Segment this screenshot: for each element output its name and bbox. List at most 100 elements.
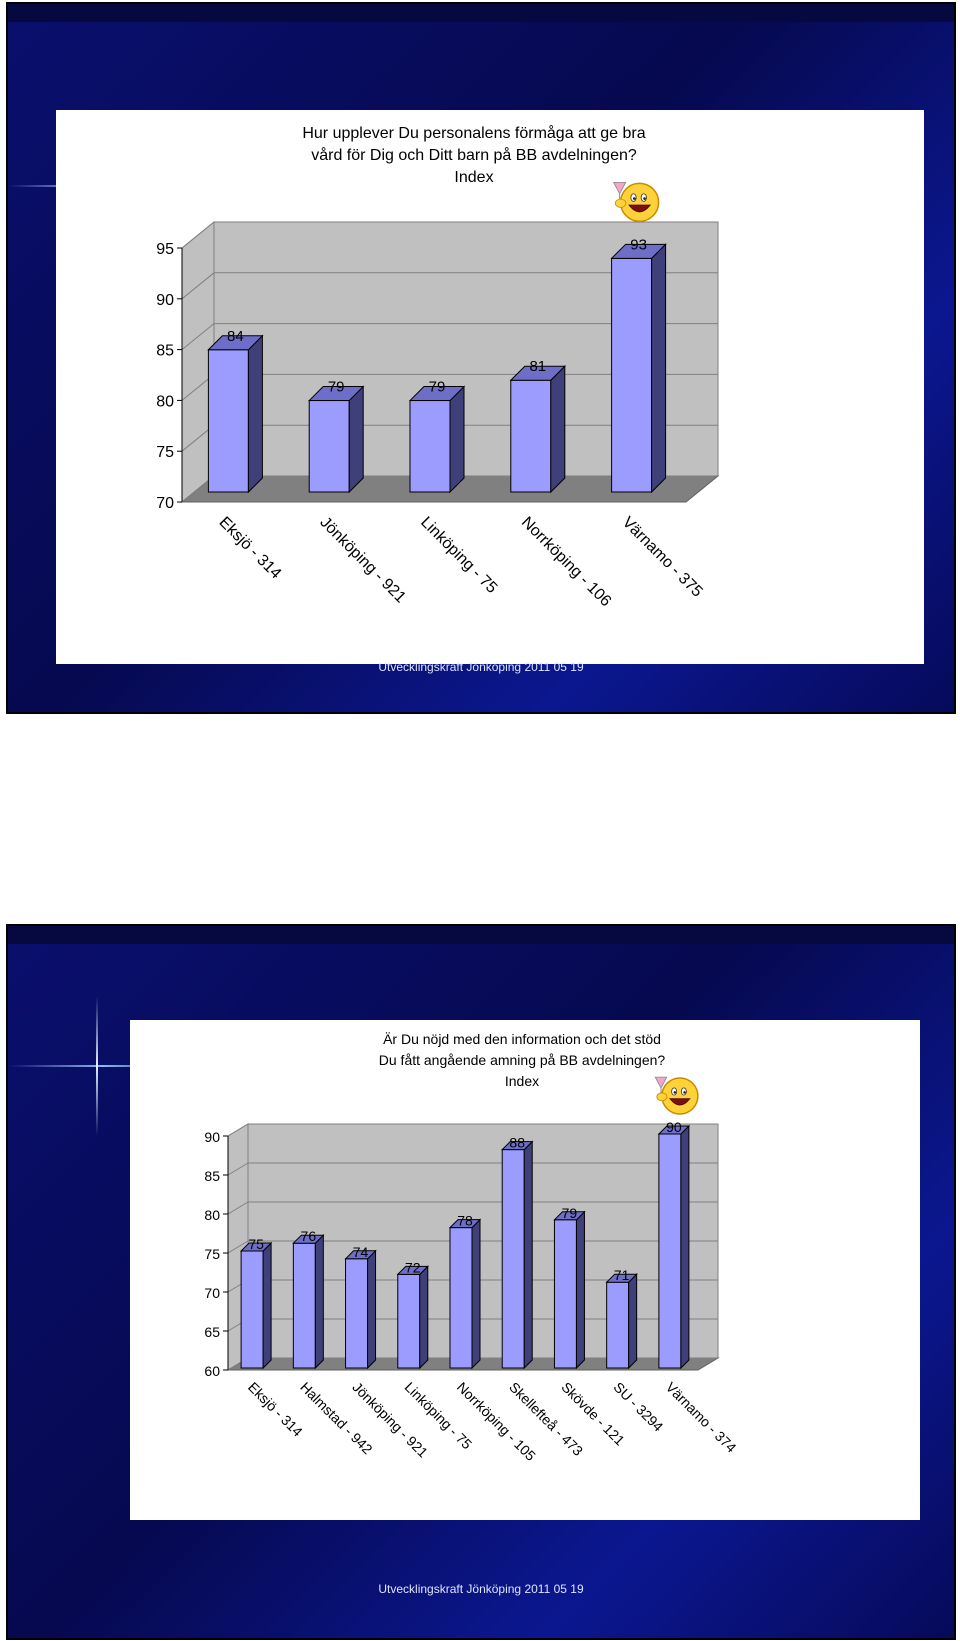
smiley-toast-icon bbox=[654, 1076, 699, 1115]
bar bbox=[344, 1249, 377, 1370]
data-label: 81 bbox=[529, 358, 546, 375]
bar-front bbox=[292, 1242, 316, 1369]
bar-side bbox=[680, 1124, 690, 1370]
x-tick-label: Värnamo - 374 bbox=[663, 1379, 740, 1456]
bar-side bbox=[314, 1233, 324, 1370]
bar bbox=[610, 243, 667, 494]
bar-side bbox=[575, 1210, 585, 1370]
data-label: 79 bbox=[328, 379, 345, 396]
y-tick-label: 85 bbox=[156, 343, 174, 360]
bar-side bbox=[523, 1140, 533, 1370]
bar-front bbox=[606, 1281, 630, 1369]
chart-panel-2: Är Du nöjd med den information och det s… bbox=[130, 1020, 920, 1520]
bar bbox=[396, 1265, 429, 1370]
bar-side bbox=[262, 1241, 272, 1370]
bar bbox=[307, 385, 365, 494]
gridline-side bbox=[227, 1240, 249, 1254]
data-label: 71 bbox=[614, 1267, 630, 1283]
bar-top bbox=[610, 243, 667, 259]
bar bbox=[509, 365, 567, 494]
data-label: 72 bbox=[405, 1259, 421, 1275]
bar-front bbox=[240, 1250, 264, 1369]
bar-front bbox=[397, 1273, 421, 1369]
chart-subtitle: Index bbox=[454, 169, 493, 186]
y-tick-label: 75 bbox=[156, 444, 174, 461]
gridline-side bbox=[227, 1162, 249, 1176]
y-tick-label: 65 bbox=[204, 1324, 220, 1340]
data-label: 76 bbox=[301, 1228, 317, 1244]
y-tick-label: 80 bbox=[204, 1207, 220, 1223]
bar-side bbox=[247, 334, 263, 494]
y-tick-label: 95 bbox=[156, 241, 174, 258]
y-tick-label: 70 bbox=[156, 495, 174, 512]
bar-top bbox=[239, 1242, 273, 1252]
chart-title: Du fått angående amning på BB avdelninge… bbox=[379, 1052, 666, 1068]
bar-side bbox=[419, 1265, 429, 1370]
smiley-toast-icon bbox=[612, 181, 660, 223]
bar-top bbox=[408, 386, 466, 402]
sparkle-icon bbox=[96, 996, 98, 1136]
y-tick-label: 60 bbox=[204, 1363, 220, 1379]
bar-side bbox=[449, 385, 465, 494]
bar bbox=[657, 1124, 691, 1370]
y-tick-label: 70 bbox=[204, 1285, 220, 1301]
x-tick-label: SU - 3294 bbox=[611, 1379, 667, 1435]
bar-front bbox=[207, 349, 249, 493]
data-label: 79 bbox=[562, 1205, 578, 1221]
bar-side bbox=[651, 243, 667, 494]
bar-front bbox=[345, 1258, 369, 1369]
chart-title: Är Du nöjd med den information och det s… bbox=[383, 1031, 661, 1047]
bar bbox=[408, 385, 466, 494]
data-label: 88 bbox=[509, 1135, 525, 1151]
x-tick-label: Linköping - 75 bbox=[417, 514, 500, 597]
chart-1: Hur upplever Du personalens förmåga att … bbox=[156, 124, 720, 610]
gridline-side bbox=[181, 323, 215, 350]
gridline-side bbox=[181, 272, 215, 300]
bar-top bbox=[501, 1141, 534, 1151]
bar bbox=[207, 334, 264, 494]
data-label: 93 bbox=[630, 236, 647, 253]
bar-front bbox=[658, 1133, 682, 1369]
chart-title: vård för Dig och Ditt barn på BB avdelni… bbox=[311, 146, 637, 164]
bar bbox=[292, 1233, 325, 1370]
bar-top bbox=[396, 1265, 429, 1275]
x-tick-label: Värnamo - 375 bbox=[619, 514, 706, 601]
slide-1: Hur upplever Du personalens förmåga att … bbox=[6, 2, 956, 714]
slide-top-band bbox=[8, 926, 954, 944]
x-tick-label: Norrköping - 106 bbox=[518, 514, 614, 610]
y-tick-label: 90 bbox=[156, 292, 174, 309]
bar-top bbox=[509, 365, 567, 381]
gridline-side bbox=[227, 1201, 249, 1215]
data-label: 84 bbox=[227, 328, 244, 345]
bar bbox=[448, 1218, 482, 1370]
bar-top bbox=[307, 386, 365, 402]
bar-side bbox=[628, 1272, 638, 1370]
bar-front bbox=[553, 1219, 577, 1369]
x-tick-label: Jönköping - 921 bbox=[316, 514, 409, 607]
data-label: 90 bbox=[666, 1119, 682, 1135]
y-tick-label: 85 bbox=[204, 1168, 220, 1184]
slide-footer: Utvecklingskraft Jönköping 2011 05 19 bbox=[378, 1582, 584, 1596]
gridline-side bbox=[181, 221, 215, 249]
bar bbox=[605, 1272, 638, 1370]
x-tick-label: Eksjö - 314 bbox=[216, 514, 285, 583]
bar-top bbox=[207, 335, 264, 351]
bar-front bbox=[449, 1227, 473, 1369]
data-label: 79 bbox=[429, 379, 446, 396]
chart-panel-1: Hur upplever Du personalens förmåga att … bbox=[56, 110, 924, 664]
decorative-glow-line bbox=[8, 1065, 198, 1067]
bar-front bbox=[409, 400, 451, 493]
data-label: 75 bbox=[248, 1236, 264, 1252]
bar bbox=[501, 1140, 534, 1370]
y-tick-label: 90 bbox=[204, 1129, 220, 1145]
data-label: 74 bbox=[353, 1244, 369, 1260]
bar-side bbox=[471, 1218, 481, 1370]
bar-front bbox=[510, 379, 552, 493]
bar-top bbox=[292, 1234, 325, 1244]
x-tick-label: Eksjö - 314 bbox=[245, 1379, 306, 1440]
gridline-side bbox=[227, 1123, 249, 1137]
bar-top bbox=[448, 1219, 482, 1229]
bar bbox=[553, 1210, 586, 1370]
bar-side bbox=[348, 385, 364, 494]
bar-top bbox=[605, 1273, 638, 1283]
